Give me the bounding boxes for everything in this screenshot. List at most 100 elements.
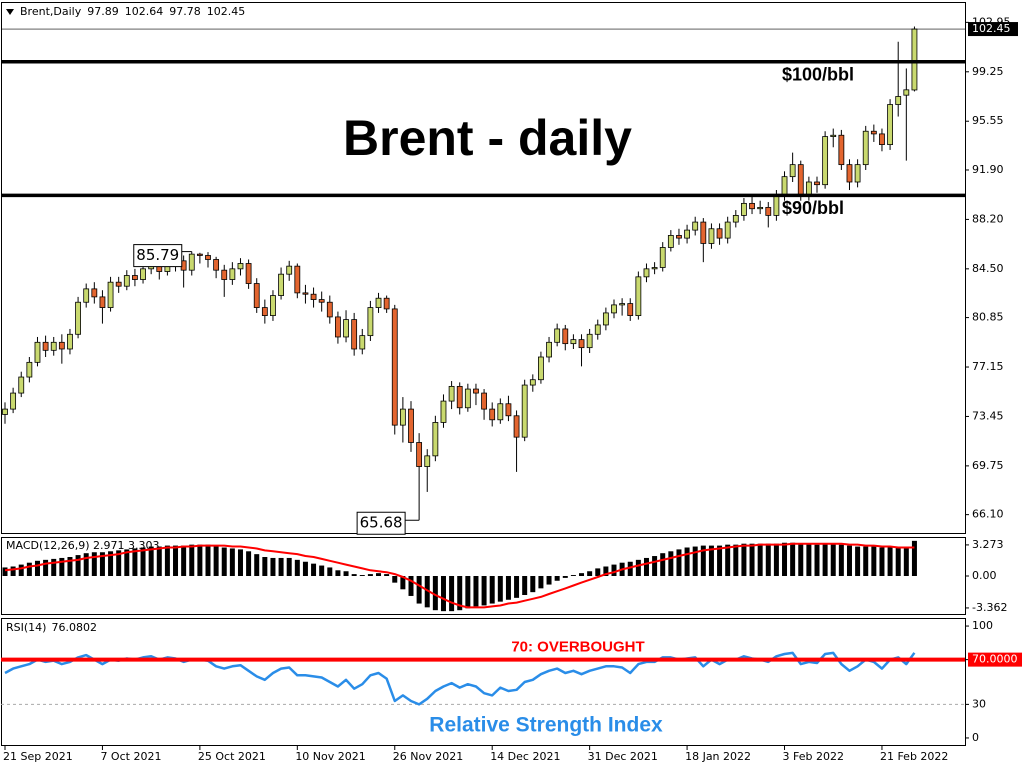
candle-body: [383, 297, 390, 310]
header-symbol: Brent,Daily: [20, 5, 82, 18]
candle-body: [75, 301, 81, 335]
macd-bar: [603, 566, 609, 576]
macd-bar: [108, 551, 114, 576]
macd-bar: [530, 576, 536, 593]
candle-body: [903, 89, 910, 96]
macd-bar: [359, 575, 365, 576]
callout-label: 65.68: [360, 514, 403, 532]
candle-body: [879, 133, 885, 146]
x-tick-label: 25 Oct 2021: [198, 750, 266, 763]
candle-body: [140, 268, 146, 280]
candle-body: [822, 136, 829, 186]
candle-body: [797, 164, 804, 196]
candle-body: [554, 328, 561, 343]
candle-body: [408, 408, 414, 443]
candle-body: [2, 408, 8, 415]
candle-body: [270, 295, 276, 316]
candle-body: [481, 392, 487, 410]
candle-body: [651, 267, 658, 270]
candle-body: [229, 268, 236, 280]
macd-bar: [173, 545, 179, 576]
macd-bar: [871, 546, 877, 576]
callout-label: 85.79: [136, 246, 179, 264]
macd-header: MACD(12,26,9) 2.971 3.303: [6, 539, 160, 552]
candle-body: [448, 385, 455, 402]
macd-bar: [319, 565, 325, 576]
macd-bar: [863, 546, 869, 576]
macd-bar: [262, 557, 268, 576]
macd-bar: [408, 576, 414, 596]
x-tick-label: 14 Dec 2021: [490, 750, 560, 763]
macd-bar: [911, 540, 917, 576]
candle-body: [326, 301, 333, 318]
main-panel: [1, 2, 966, 534]
candle-body: [58, 341, 65, 350]
candle-body: [42, 341, 49, 351]
macd-bar: [124, 549, 130, 576]
candle-body: [18, 376, 25, 394]
candle-body: [805, 181, 812, 196]
macd-bar: [213, 545, 219, 576]
x-tick-label: 18 Jan 2022: [685, 750, 751, 763]
y-tick-label: -3.362: [972, 601, 1007, 614]
candle-body: [862, 130, 869, 166]
y-tick-label: 84.50: [972, 262, 1004, 275]
candle-body: [546, 341, 552, 358]
x-tick-label: 26 Nov 2021: [393, 750, 463, 763]
macd-bar: [660, 553, 666, 576]
candle-body: [205, 255, 211, 260]
header-value: 102.64: [125, 5, 164, 18]
candle-body: [870, 130, 877, 135]
level-label: $90/bbl: [782, 198, 844, 218]
candle-body: [489, 408, 496, 421]
macd-bar: [221, 547, 227, 576]
candle-body: [34, 341, 41, 363]
macd-bar: [83, 553, 89, 576]
x-tick-label: 31 Dec 2021: [588, 750, 658, 763]
candle-body: [424, 455, 431, 467]
y-tick-label: 30: [972, 697, 986, 710]
level-label: $100/bbl: [782, 65, 854, 85]
macd-bar: [587, 571, 593, 576]
macd-bar: [254, 554, 260, 576]
candle-body: [196, 253, 203, 256]
candle-body: [676, 235, 682, 239]
candle-body: [26, 361, 33, 378]
macd-bar: [846, 545, 852, 576]
macd-bar: [205, 544, 211, 576]
macd-bar: [773, 543, 779, 576]
candle-body: [578, 339, 585, 349]
candle-body: [692, 221, 699, 231]
candle-body: [814, 181, 820, 186]
x-tick-label: 7 Oct 2021: [100, 750, 161, 763]
macd-bar: [156, 546, 162, 576]
candle-body: [10, 392, 17, 410]
macd-bar: [855, 546, 861, 576]
candle-body: [911, 28, 918, 91]
macd-bar: [684, 547, 690, 576]
candle-body: [115, 281, 122, 287]
candle-body: [741, 202, 747, 216]
macd-bar: [830, 543, 836, 576]
macd-bar: [887, 547, 893, 576]
candle-body: [132, 275, 138, 280]
macd-bar: [717, 545, 723, 576]
y-tick-label: 66.10: [972, 508, 1004, 521]
macd-bar: [34, 560, 40, 576]
macd-bar: [278, 557, 284, 576]
macd-bar: [733, 544, 739, 576]
macd-bar: [814, 544, 820, 576]
last-price-box: [968, 22, 1018, 37]
macd-bar: [335, 570, 341, 576]
macd-bar: [432, 576, 438, 611]
macd-bar: [440, 576, 446, 612]
candle-body: [700, 221, 707, 244]
candle-body: [67, 333, 73, 350]
candle-body: [343, 319, 349, 338]
macd-bar: [497, 576, 503, 602]
candle-body: [416, 442, 423, 467]
candle-body: [562, 328, 569, 345]
macd-bar: [611, 564, 617, 576]
rsi-header: RSI(14) 76.0802: [6, 621, 97, 634]
